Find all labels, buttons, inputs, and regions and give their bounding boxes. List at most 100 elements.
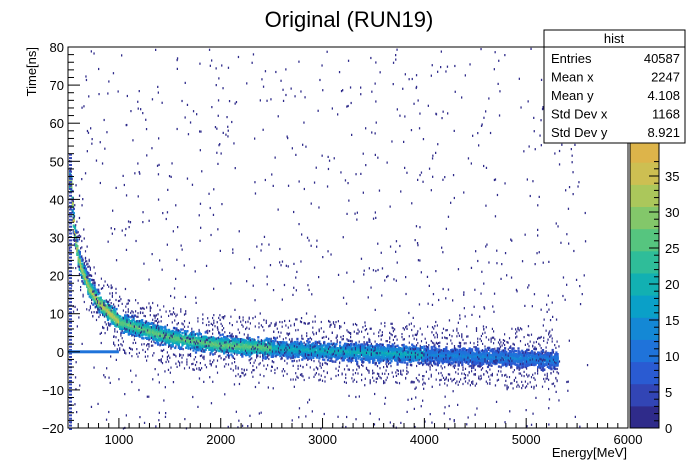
heat-cell: [444, 406, 446, 409]
heat-cell: [109, 324, 111, 327]
heat-cell: [323, 358, 326, 361]
heat-cell: [288, 353, 292, 356]
heat-cell: [268, 351, 271, 354]
heat-cell: [307, 356, 310, 359]
heat-cell: [543, 318, 545, 321]
heat-cell: [504, 182, 506, 185]
heat-cell: [437, 70, 439, 73]
heat-cell: [144, 355, 146, 358]
heat-cell: [125, 305, 127, 308]
heat-cell: [280, 264, 282, 267]
heat-cell: [100, 299, 103, 302]
heat-cell: [395, 54, 397, 57]
heat-cell: [329, 356, 332, 359]
heat-cell: [102, 313, 104, 316]
heat-cell: [284, 359, 286, 362]
heat-cell: [259, 349, 262, 353]
heat-cell: [150, 344, 153, 347]
heat-cell: [259, 352, 261, 355]
heat-cell: [432, 293, 435, 296]
heat-cell: [527, 325, 530, 328]
heat-cell: [307, 338, 310, 341]
heat-cell: [221, 203, 223, 206]
heat-cell: [93, 301, 96, 305]
heat-cell: [253, 342, 256, 345]
heat-cell: [303, 353, 306, 356]
heat-cell: [326, 342, 329, 346]
heat-cell: [500, 277, 502, 280]
heat-cell: [70, 176, 73, 179]
heat-cell: [318, 354, 321, 358]
heat-cell: [356, 218, 358, 221]
heat-cell: [275, 323, 277, 326]
heat-cell: [177, 334, 180, 337]
heat-cell: [422, 138, 425, 141]
heat-cell: [72, 207, 75, 211]
heat-cell: [111, 306, 113, 309]
heat-cell: [164, 325, 167, 328]
heat-cell: [334, 353, 337, 357]
heat-cell: [161, 340, 164, 343]
heat-cell: [547, 338, 549, 341]
heat-cell: [207, 338, 209, 341]
heat-cell: [127, 308, 129, 311]
heat-cell: [148, 302, 150, 305]
heat-cell: [128, 352, 131, 355]
heat-cell: [183, 313, 186, 316]
heat-cell: [242, 325, 244, 328]
heat-cell: [307, 284, 309, 287]
heat-cell: [111, 313, 114, 316]
heat-cell: [87, 281, 90, 285]
heat-cell: [242, 316, 244, 319]
heat-cell: [271, 347, 274, 350]
heat-cell: [189, 121, 192, 124]
heat-cell: [207, 329, 209, 332]
heat-cell: [199, 62, 201, 65]
heat-cell: [91, 302, 93, 305]
heat-cell: [260, 339, 262, 342]
heat-cell: [325, 347, 328, 350]
heat-cell: [234, 346, 237, 349]
heat-cell: [404, 115, 406, 118]
heat-cell: [339, 341, 342, 344]
heat-cell: [132, 328, 135, 331]
heat-cell: [321, 154, 323, 157]
heat-cell: [312, 353, 315, 356]
heat-cell: [362, 152, 364, 155]
heat-cell: [171, 321, 173, 324]
heat-cell: [350, 101, 352, 105]
heat-cell: [302, 337, 304, 340]
heat-cell: [105, 300, 108, 303]
heat-cell: [247, 346, 250, 349]
heat-cell: [102, 304, 105, 307]
heat-cell: [399, 244, 401, 248]
heat-cell: [86, 245, 88, 248]
heat-cell: [170, 366, 172, 369]
heat-cell: [125, 315, 128, 319]
heat-cell: [270, 98, 272, 101]
heat-cell: [245, 321, 247, 324]
heat-cell: [182, 323, 184, 326]
heat-cell: [86, 285, 89, 289]
heat-cell: [346, 358, 349, 361]
heat-cell: [80, 247, 82, 250]
heat-cell: [142, 333, 145, 336]
heat-cell: [105, 305, 108, 308]
heat-cell: [150, 340, 153, 343]
heat-cell: [231, 355, 234, 358]
heat-cell: [212, 349, 215, 352]
heat-cell: [302, 354, 305, 358]
heat-cell: [542, 324, 544, 327]
heat-cell: [89, 305, 91, 308]
heat-cell: [411, 397, 413, 400]
heat-cell: [273, 347, 276, 350]
heat-cell: [204, 331, 207, 334]
heat-cell: [345, 344, 348, 348]
heat-cell: [69, 247, 71, 250]
heat-cell: [93, 284, 96, 287]
heat-cell: [253, 361, 255, 364]
heat-cell: [330, 357, 332, 360]
heat-cell: [230, 336, 233, 339]
heat-cell: [124, 323, 127, 326]
heat-cell: [124, 314, 127, 317]
